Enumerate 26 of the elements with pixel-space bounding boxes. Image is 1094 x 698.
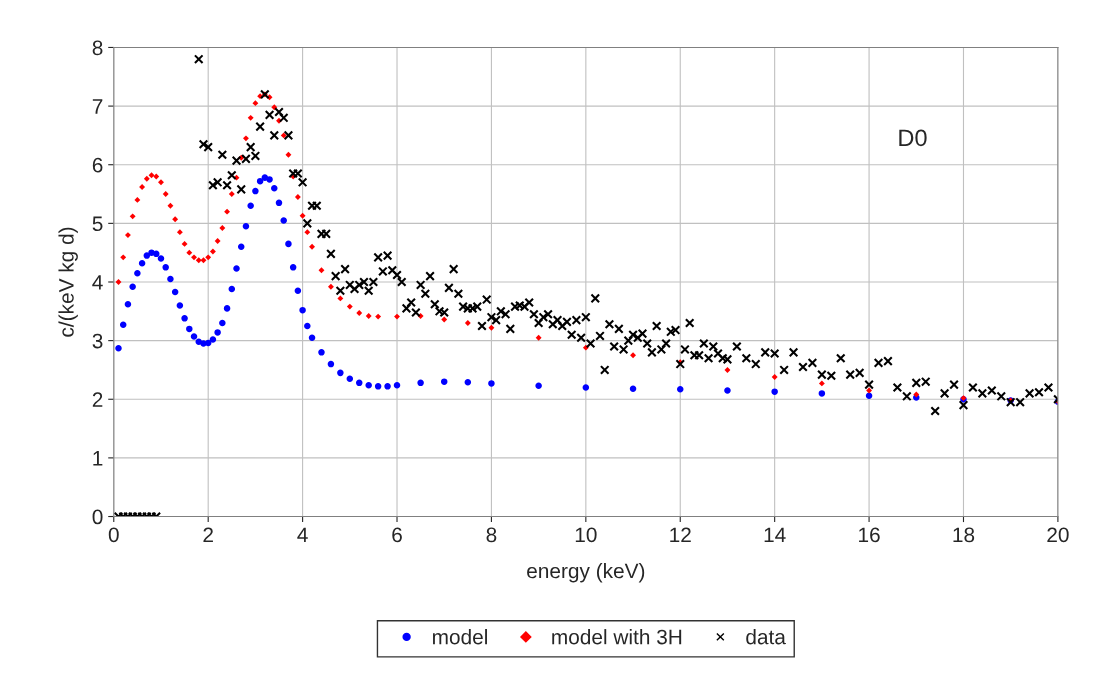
x-tick-label: 6 xyxy=(392,527,402,543)
y-tick-label: 1 xyxy=(93,451,103,466)
legend-label: model xyxy=(433,629,487,645)
x-tick-label: 8 xyxy=(486,527,497,543)
y-tick-label: 8 xyxy=(92,40,103,56)
y-axis-title: c/(keV kg d) xyxy=(58,227,78,337)
y-tick-label: 4 xyxy=(92,275,103,290)
x-tick-label: 18 xyxy=(953,527,975,543)
x-tick-label: 12 xyxy=(670,527,691,543)
y-tick-label: 3 xyxy=(92,333,103,349)
y-tick-label: 0 xyxy=(92,509,103,525)
annotation: D0 xyxy=(899,129,927,147)
x-tick-label: 20 xyxy=(1047,527,1069,543)
x-tick-label: 0 xyxy=(108,527,119,543)
x-tick-label: 2 xyxy=(203,527,213,543)
legend-label: data xyxy=(746,629,786,645)
x-tick-label: 4 xyxy=(297,527,308,543)
x-tick-label: 14 xyxy=(764,527,786,543)
x-tick-label: 10 xyxy=(575,527,597,543)
x-tick-label: 16 xyxy=(859,527,880,543)
x-axis-title: energy (keV) xyxy=(527,563,645,583)
y-tick-label: 5 xyxy=(92,216,103,232)
y-tick-label: 2 xyxy=(92,392,103,407)
y-tick-label: 6 xyxy=(92,157,103,173)
y-tick-label: 7 xyxy=(92,99,103,114)
legend-label: model with 3H xyxy=(552,629,682,645)
